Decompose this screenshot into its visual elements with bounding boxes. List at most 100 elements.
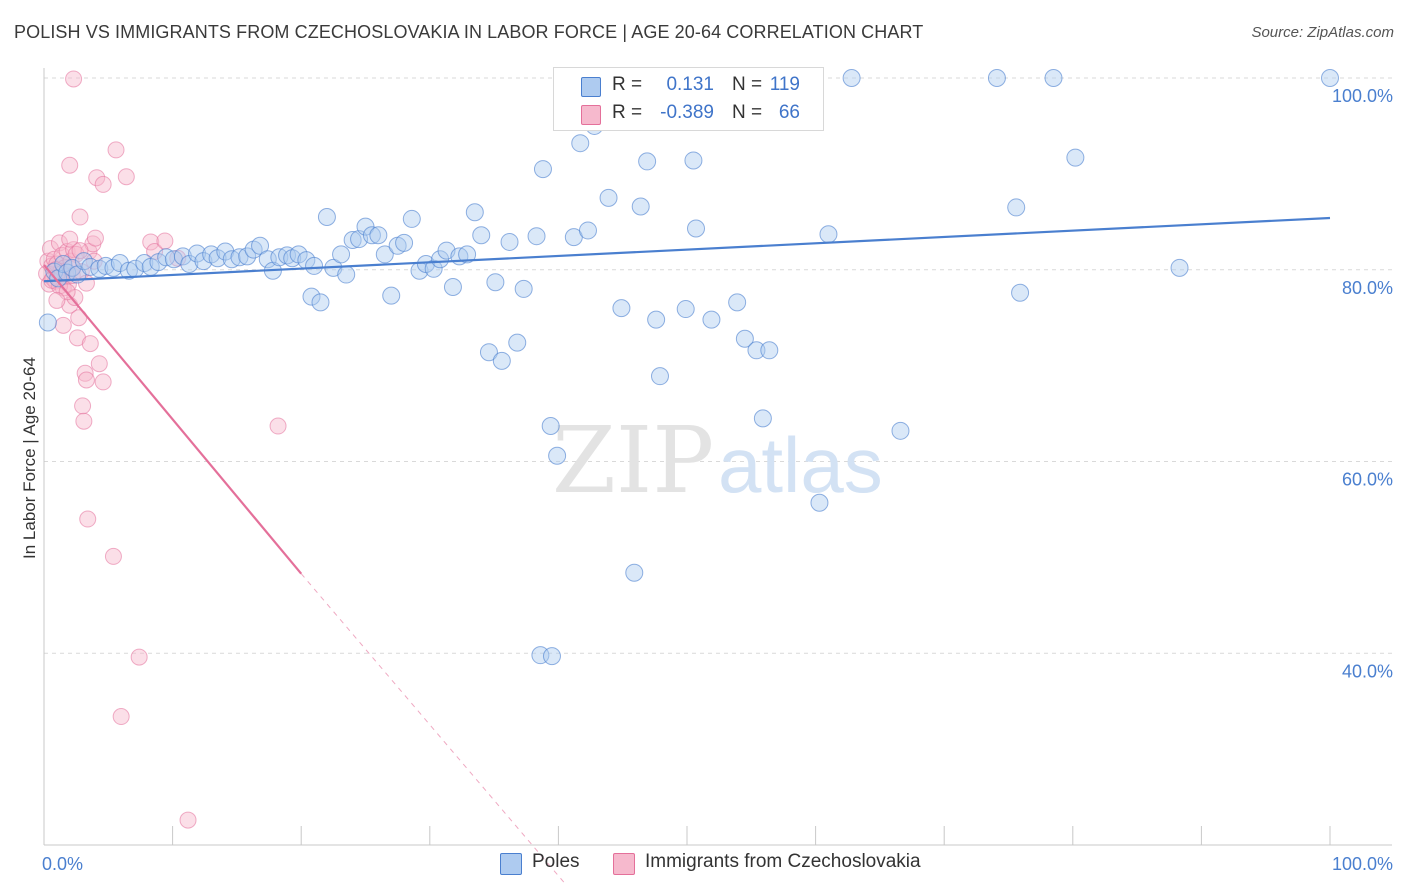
data-point-poles: [842, 69, 861, 87]
data-point-poles: [110, 254, 129, 273]
data-point-czechoslovakia: [107, 141, 125, 159]
poles-points: [38, 69, 1339, 666]
data-point-poles: [810, 493, 829, 512]
data-point-poles: [443, 278, 462, 297]
data-point-poles: [96, 256, 115, 275]
y-tick-label: 80.0%: [1342, 278, 1393, 298]
data-point-poles: [258, 250, 277, 269]
data-point-poles: [54, 254, 73, 273]
data-point-poles: [369, 226, 388, 245]
legend-n-label: N =: [732, 74, 763, 95]
data-point-poles: [375, 245, 394, 264]
legend-swatch-czechoslovakia: [581, 105, 601, 125]
data-point-czechoslovakia: [269, 417, 287, 435]
data-point-czechoslovakia: [142, 233, 160, 251]
data-point-poles: [687, 219, 706, 238]
data-point-poles: [317, 208, 336, 227]
data-point-poles: [728, 293, 747, 312]
data-point-czechoslovakia: [130, 648, 148, 666]
axes: [43, 68, 1392, 846]
data-point-poles: [382, 286, 401, 305]
trend-lines: [43, 216, 1331, 884]
data-point-poles: [541, 417, 560, 436]
data-point-poles: [49, 269, 68, 288]
data-point-poles: [343, 231, 362, 250]
data-point-czechoslovakia: [156, 232, 174, 250]
data-point-poles: [81, 257, 100, 276]
x-tick-label: 0.0%: [42, 854, 83, 874]
data-point-poles: [1066, 148, 1085, 167]
data-point-poles: [424, 259, 443, 278]
data-point-poles: [302, 287, 321, 306]
legend-r-value: -0.389: [660, 102, 714, 123]
y-axis-label: In Labor Force | Age 20-64: [20, 357, 39, 559]
data-point-poles: [542, 647, 561, 666]
data-point-czechoslovakia: [81, 335, 99, 353]
data-point-poles: [753, 409, 772, 428]
data-point-czechoslovakia: [54, 316, 72, 334]
legend-swatch-poles: [581, 77, 601, 97]
data-point-poles: [676, 300, 695, 319]
data-point-poles: [332, 245, 351, 264]
stats-legend: R = 0.131 N = 119 R = -0.389 N = 66: [553, 67, 824, 131]
legend-row-poles: R = 0.131 N = 119: [554, 74, 823, 100]
data-point-poles: [492, 351, 511, 370]
watermark-zip: ZIP: [552, 407, 714, 514]
data-point-poles: [208, 249, 227, 268]
series-legend: Poles Immigrants from Czechoslovakia: [0, 851, 1406, 877]
legend-n-value: 66: [778, 102, 800, 123]
data-point-poles: [194, 252, 213, 271]
source-credit: Source: ZipAtlas.com: [1251, 24, 1394, 41]
data-point-poles: [747, 341, 766, 360]
czechoslovakia-points: [38, 70, 287, 829]
watermark: ZIP atlas: [552, 407, 883, 514]
data-point-czechoslovakia: [61, 156, 79, 174]
data-point-poles: [362, 226, 381, 245]
data-point-poles: [472, 226, 491, 245]
data-point-czechoslovakia: [76, 364, 94, 382]
data-point-poles: [599, 188, 618, 207]
data-point-czechoslovakia: [117, 168, 135, 186]
data-point-czechoslovakia: [86, 229, 104, 247]
data-point-poles: [38, 313, 57, 332]
data-point-poles: [188, 244, 207, 263]
data-point-poles: [1011, 283, 1030, 302]
tick-labels: 40.0% 60.0% 80.0% 100.0% 0.0% 100.0%: [42, 86, 1393, 874]
data-point-poles: [650, 367, 669, 386]
data-point-poles: [548, 446, 567, 465]
data-point-czechoslovakia: [75, 412, 93, 430]
data-point-czechoslovakia: [71, 242, 89, 260]
data-point-poles: [631, 197, 650, 216]
data-point-poles: [251, 236, 270, 255]
data-point-czechoslovakia: [48, 291, 66, 309]
data-point-poles: [527, 227, 546, 246]
gridlines: [44, 77, 1392, 654]
data-point-poles: [402, 209, 421, 228]
data-point-czechoslovakia: [94, 175, 112, 193]
data-point-poles: [819, 225, 838, 244]
trend-line-czechoslovakia: [43, 264, 303, 575]
data-point-poles: [500, 232, 519, 251]
y-tick-label: 100.0%: [1332, 86, 1393, 106]
data-point-poles: [270, 248, 289, 267]
data-point-poles: [337, 265, 356, 284]
legend-r-label: R =: [612, 102, 643, 123]
data-point-poles: [684, 151, 703, 170]
data-point-czechoslovakia: [112, 708, 130, 726]
data-point-poles: [625, 563, 644, 582]
data-point-czechoslovakia: [90, 355, 108, 373]
data-point-poles: [238, 247, 257, 266]
legend-swatch-poles: [500, 853, 522, 875]
data-point-poles: [1321, 69, 1339, 87]
data-point-poles: [987, 69, 1006, 87]
data-point-poles: [311, 293, 330, 312]
data-point-poles: [638, 152, 657, 171]
data-point-poles: [760, 341, 779, 360]
legend-row-czechoslovakia: R = -0.389 N = 66: [554, 102, 823, 128]
data-point-czechoslovakia: [179, 811, 197, 829]
data-point-poles: [173, 247, 192, 266]
data-point-poles: [119, 261, 138, 280]
data-point-poles: [647, 310, 666, 329]
data-point-poles: [230, 248, 249, 267]
watermark-atlas: atlas: [718, 421, 883, 509]
